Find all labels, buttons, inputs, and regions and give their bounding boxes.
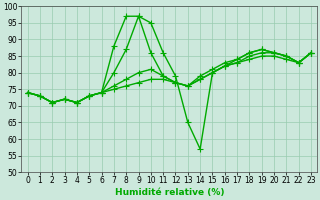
X-axis label: Humidité relative (%): Humidité relative (%) (115, 188, 224, 197)
